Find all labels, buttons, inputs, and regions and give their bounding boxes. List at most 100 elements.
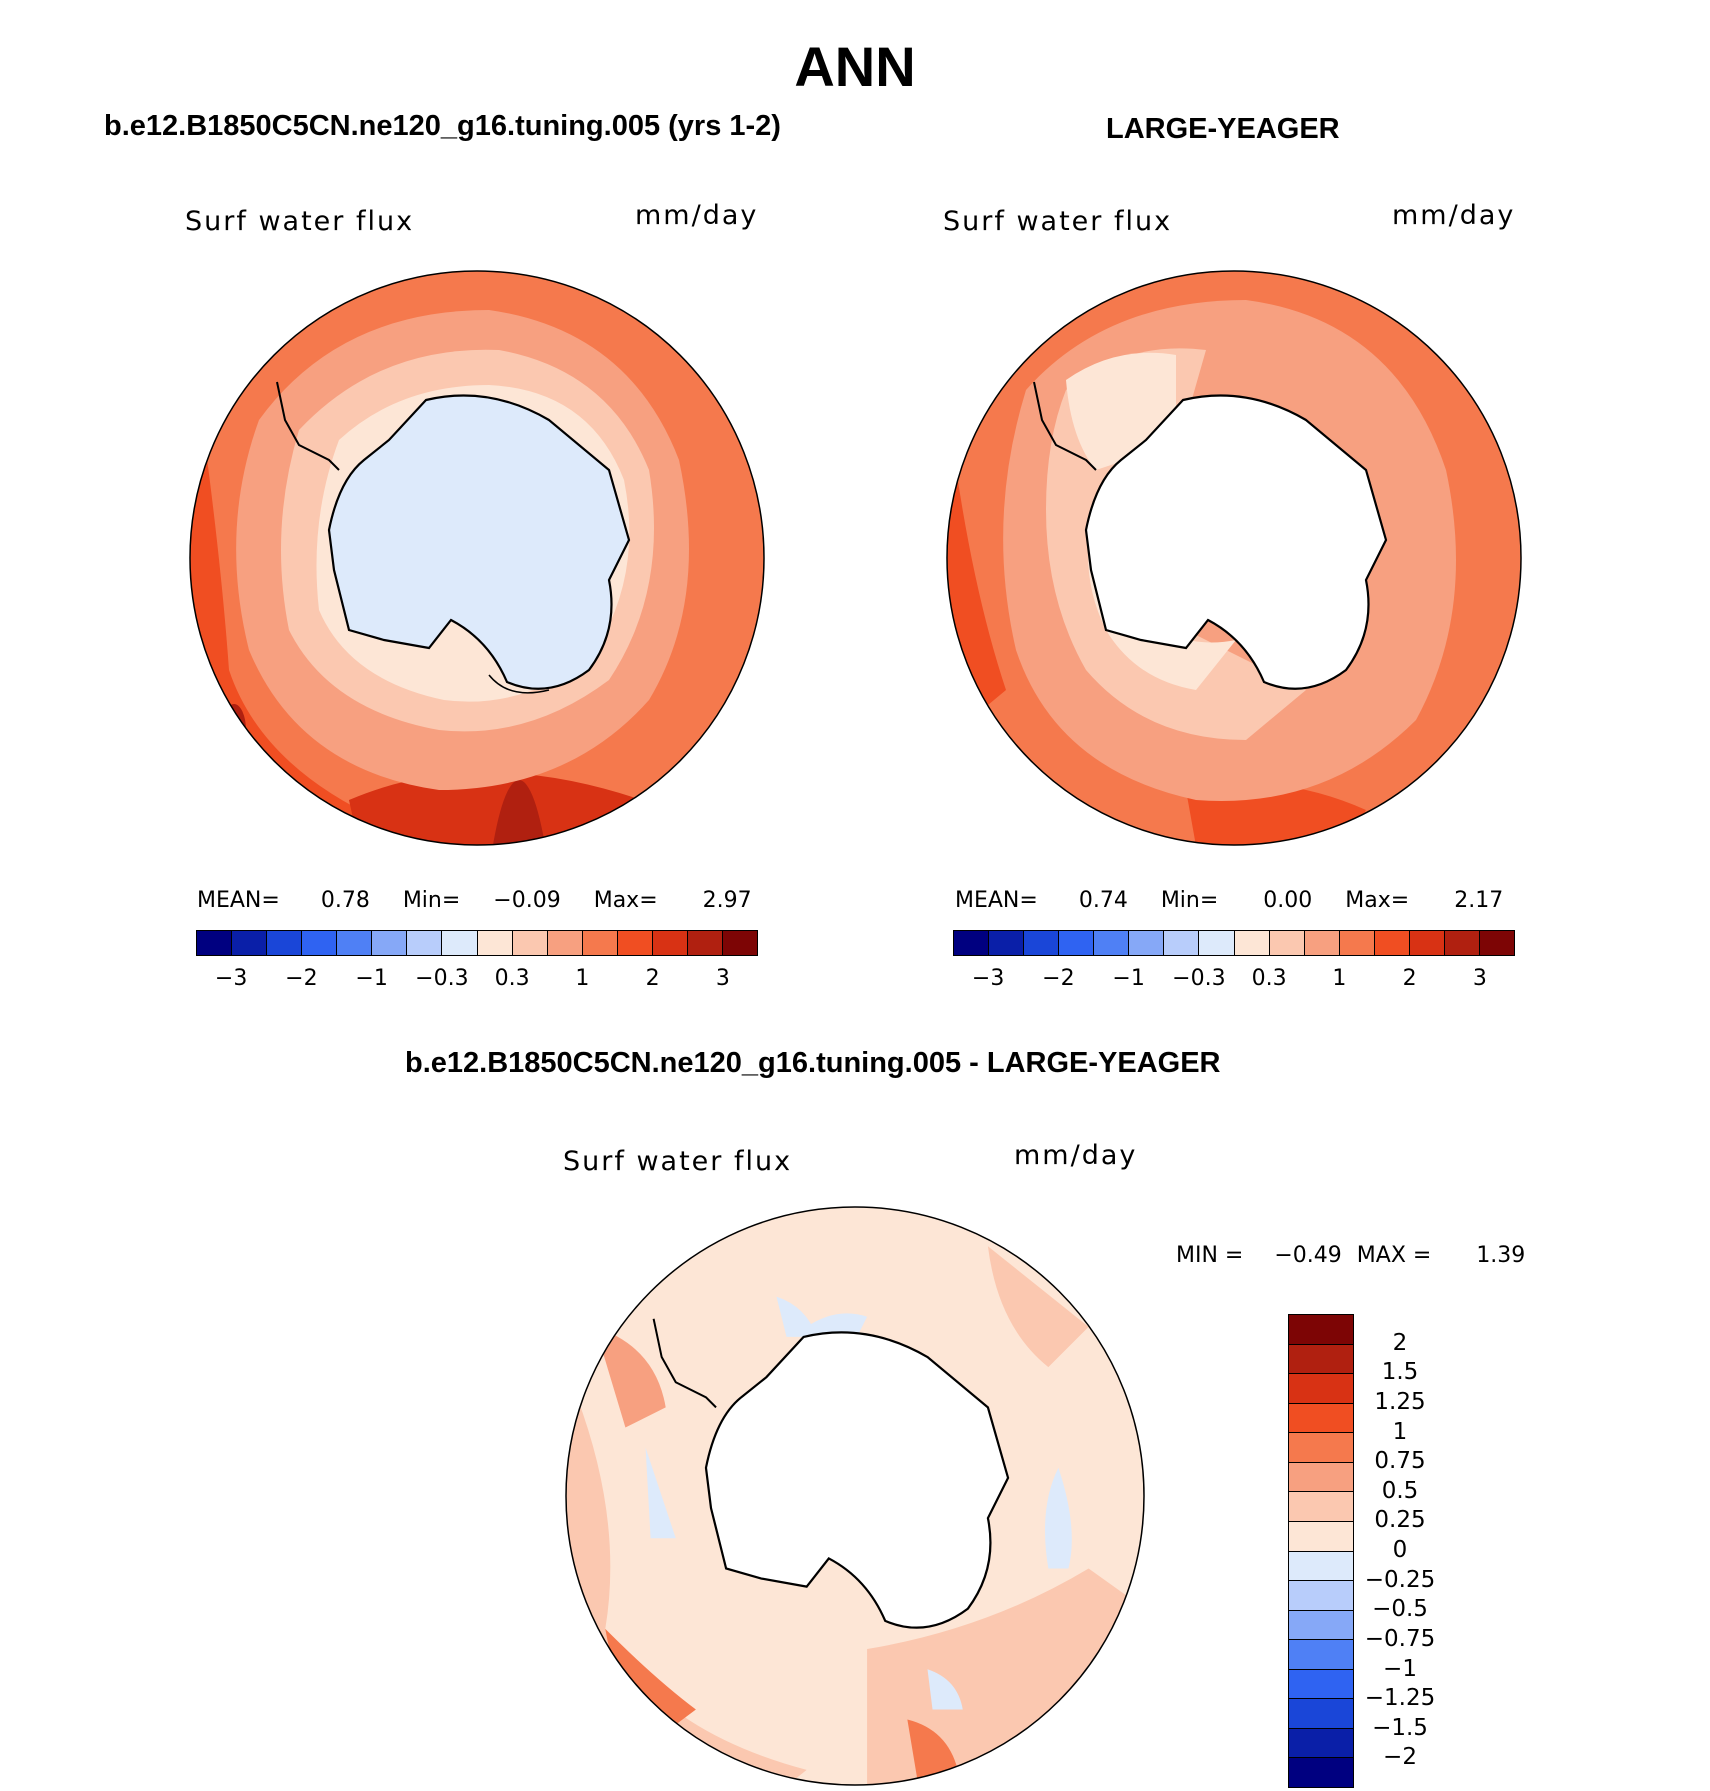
colorbar-swatch [722, 931, 757, 955]
colorbar-swatch [1289, 1699, 1353, 1729]
colorbar-swatch [407, 931, 443, 955]
colorbar-tick-label: 1.25 [1374, 1388, 1426, 1415]
colorbar-tick-label: −0.3 [1172, 966, 1226, 991]
panel3-min-value: −0.49 [1274, 1243, 1342, 1268]
colorbar-swatch [1234, 931, 1270, 955]
colorbar-tick-label: −2 [1383, 1744, 1417, 1771]
colorbar-tick-label: −2 [1042, 966, 1075, 991]
panel1-stats: MEAN= 0.78 Min= −0.09 Max= 2.97 [197, 888, 752, 913]
colorbar-tick-label: 0 [1392, 1537, 1408, 1563]
colorbar-swatch [442, 931, 478, 955]
colorbar-tick-label: 0.3 [494, 966, 530, 991]
colorbar-tick-label: −1.25 [1364, 1685, 1436, 1712]
panel1-colorbar-ticks: −3 −2 −1 −0.3 0.3 1 2 3 [196, 966, 758, 996]
colorbar-swatch [1304, 931, 1340, 955]
colorbar-tick-label: −1 [1112, 966, 1145, 991]
panel3-units-label: mm/day [1014, 1140, 1138, 1171]
colorbar-swatch [547, 931, 583, 955]
colorbar-swatch [1164, 931, 1200, 955]
colorbar-swatch [617, 931, 653, 955]
panel3-colorbar-ticks: 2 1.5 1.25 1 0.75 0.5 0.25 0 −0.25 −0.5 −0.75 −1 −1.… [1355, 1314, 1445, 1788]
colorbar-swatch [1289, 1403, 1353, 1434]
colorbar-swatch [1289, 1315, 1353, 1345]
colorbar-swatch [989, 931, 1025, 955]
panel2-max-label: Max= [1345, 888, 1410, 913]
panel1-colorbar [196, 930, 758, 956]
colorbar-swatch [512, 931, 548, 955]
panel1-polar-map [189, 270, 765, 846]
colorbar-swatch [1289, 1433, 1353, 1463]
colorbar-swatch [197, 931, 233, 955]
colorbar-tick-label: −0.3 [415, 966, 469, 991]
panel2-mean-label: MEAN= [955, 888, 1038, 913]
panel3-colorbar [1288, 1314, 1354, 1788]
colorbar-swatch [954, 931, 990, 955]
colorbar-swatch [1374, 931, 1410, 955]
panel2-colorbar-ticks: −3 −2 −1 −0.3 0.3 1 2 3 [953, 966, 1515, 996]
panel3-title: b.e12.B1850C5CN.ne120_g16.tuning.005 - L… [405, 1047, 1221, 1079]
panel2-units-label: mm/day [1392, 200, 1516, 231]
panel3-polar-map [565, 1206, 1145, 1786]
colorbar-tick-label: 1.5 [1381, 1359, 1419, 1386]
panel2-max-value: 2.17 [1454, 888, 1504, 913]
colorbar-tick-label: −1 [355, 966, 388, 991]
colorbar-swatch [372, 931, 408, 955]
colorbar-tick-label: −2 [285, 966, 318, 991]
colorbar-tick-label: −0.25 [1364, 1566, 1436, 1593]
colorbar-swatch [1094, 931, 1130, 955]
colorbar-swatch [1289, 1551, 1353, 1582]
colorbar-tick-label: 1 [575, 966, 590, 991]
colorbar-swatch [652, 931, 688, 955]
panel2-colorbar [953, 930, 1515, 956]
panel3-stats: MIN = −0.49 MAX = 1.39 [1176, 1243, 1525, 1268]
colorbar-tick-label: 3 [715, 966, 730, 991]
colorbar-swatch [1059, 931, 1095, 955]
panel2-min-value: 0.00 [1263, 888, 1313, 913]
colorbar-tick-label: −3 [971, 966, 1005, 991]
colorbar-swatch [477, 931, 513, 955]
colorbar-swatch [1479, 931, 1514, 955]
colorbar-swatch [1024, 931, 1060, 955]
panel1-mean-label: MEAN= [197, 888, 280, 913]
panel2-min-label: Min= [1160, 888, 1219, 913]
colorbar-swatch [1129, 931, 1165, 955]
colorbar-swatch [1289, 1758, 1353, 1787]
panel2-variable-label: Surf water flux [943, 206, 1173, 237]
colorbar-tick-label: 0.5 [1381, 1477, 1419, 1504]
panel2-title: LARGE-YEAGER [1106, 113, 1340, 145]
panel3-max-value: 1.39 [1476, 1243, 1526, 1268]
colorbar-swatch [1289, 1492, 1353, 1522]
colorbar-tick-label: −0.5 [1372, 1596, 1428, 1623]
colorbar-swatch [1289, 1344, 1353, 1375]
panel2-mean-value: 0.74 [1078, 888, 1128, 913]
panel1-variable-label: Surf water flux [185, 206, 415, 237]
colorbar-tick-label: 0.3 [1251, 966, 1287, 991]
panel3-variable-label: Surf water flux [563, 1146, 793, 1177]
colorbar-swatch [1444, 931, 1480, 955]
colorbar-swatch [1289, 1640, 1353, 1670]
colorbar-tick-label: 2 [1402, 966, 1417, 991]
colorbar-swatch [1409, 931, 1445, 955]
panel1-min-label: Min= [402, 888, 461, 913]
colorbar-tick-label: −0.75 [1364, 1625, 1436, 1652]
colorbar-tick-label: 1 [1392, 1418, 1408, 1445]
panel1-title: b.e12.B1850C5CN.ne120_g16.tuning.005 (yr… [104, 110, 781, 142]
colorbar-swatch [1289, 1669, 1353, 1700]
panel1-units-label: mm/day [635, 200, 759, 231]
colorbar-swatch [1289, 1581, 1353, 1611]
panel3-min-label: MIN = [1176, 1243, 1244, 1268]
panel1-max-value: 2.97 [702, 888, 752, 913]
colorbar-tick-label: 1 [1332, 966, 1347, 991]
colorbar-tick-label: 0.75 [1374, 1448, 1426, 1475]
panel1-min-value: −0.09 [493, 888, 561, 913]
colorbar-swatch [687, 931, 723, 955]
colorbar-swatch [302, 931, 338, 955]
colorbar-swatch [582, 931, 618, 955]
colorbar-tick-label: −3 [214, 966, 248, 991]
colorbar-swatch [1289, 1610, 1353, 1641]
colorbar-swatch [1199, 931, 1235, 955]
panel3-max-label: MAX = [1356, 1243, 1432, 1268]
panel2-polar-map [946, 270, 1522, 846]
colorbar-swatch [1289, 1521, 1353, 1552]
panel2-stats: MEAN= 0.74 Min= 0.00 Max= 2.17 [955, 888, 1503, 913]
